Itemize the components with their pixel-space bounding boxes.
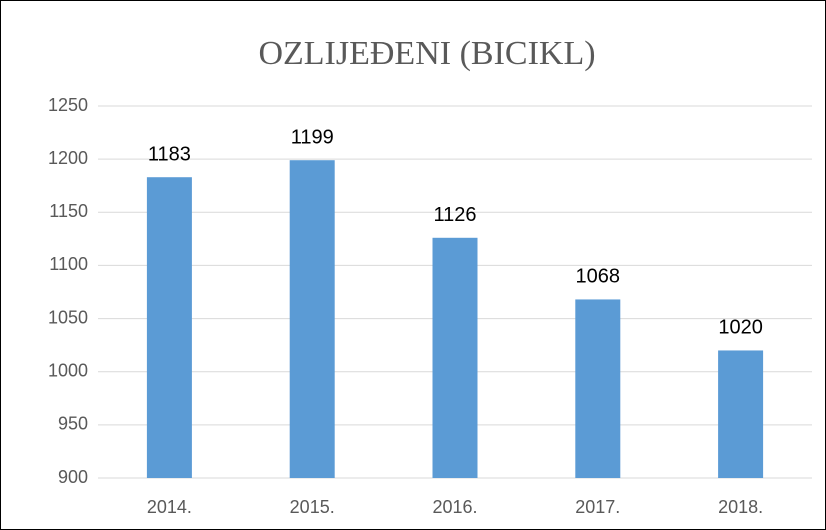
y-tick-label: 900 (58, 467, 88, 487)
data-label: 1183 (148, 143, 191, 165)
bar (432, 237, 478, 478)
data-label: 1126 (433, 204, 476, 226)
y-tick-label: 1150 (49, 201, 88, 221)
data-label: 1068 (576, 266, 621, 288)
bar (718, 350, 764, 478)
x-tick-label: 2017. (575, 497, 620, 517)
y-tick-label: 1200 (48, 148, 88, 168)
y-tick-label: 1000 (48, 360, 88, 380)
x-tick-label: 2018. (718, 497, 763, 517)
bar (146, 177, 192, 478)
y-tick-label: 1050 (48, 307, 88, 327)
y-tick-label: 950 (58, 414, 88, 434)
bar (575, 299, 621, 478)
y-tick-label: 1100 (49, 254, 88, 274)
data-label: 1199 (291, 126, 334, 148)
x-tick-label: 2014. (147, 497, 192, 517)
chart-title: OZLIJEĐENI (BICIKL) (258, 35, 595, 72)
y-tick-label: 1250 (48, 95, 88, 115)
bar (289, 160, 335, 478)
x-tick-label: 2015. (290, 497, 335, 517)
data-label: 1020 (718, 317, 763, 339)
x-tick-label: 2016. (432, 497, 477, 517)
